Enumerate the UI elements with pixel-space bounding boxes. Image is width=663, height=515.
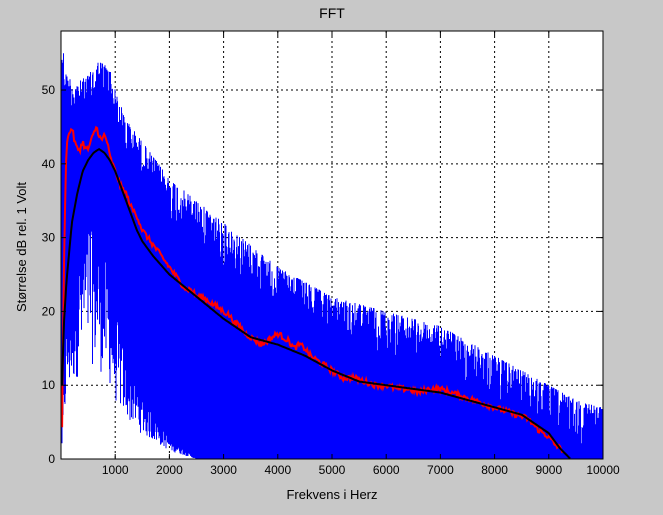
x-tick-label-6: 7000	[427, 463, 454, 477]
x-tick-label-8: 9000	[535, 463, 562, 477]
x-tick-label-5: 6000	[373, 463, 400, 477]
chart-title: FFT	[319, 5, 345, 21]
x-tick-label-4: 5000	[319, 463, 346, 477]
raw-spectrum-series	[61, 53, 603, 459]
x-tick-label-7: 8000	[481, 463, 508, 477]
x-tick-label-0: 1000	[102, 463, 129, 477]
y-tick-label-4: 40	[42, 157, 56, 171]
y-tick-label-5: 50	[42, 83, 56, 97]
x-tick-label-2: 3000	[210, 463, 237, 477]
y-tick-label-0: 0	[48, 452, 55, 466]
x-axis-label: Frekvens i Herz	[286, 487, 377, 502]
x-tick-label-9: 10000	[586, 463, 620, 477]
plot-area-group: 1000 2000 3000 4000 5000 6000 7000 8000 9000 1000…	[42, 30, 620, 477]
x-tick-label-3: 4000	[264, 463, 291, 477]
y-tick-label-2: 20	[42, 304, 56, 318]
y-tick-label-3: 30	[42, 231, 56, 245]
x-tick-label-1: 2000	[156, 463, 183, 477]
fit-series-line	[61, 148, 571, 459]
y-tick-label-1: 10	[42, 378, 56, 392]
y-axis-label: Størrelse dB rel. 1 Volt	[14, 182, 29, 312]
